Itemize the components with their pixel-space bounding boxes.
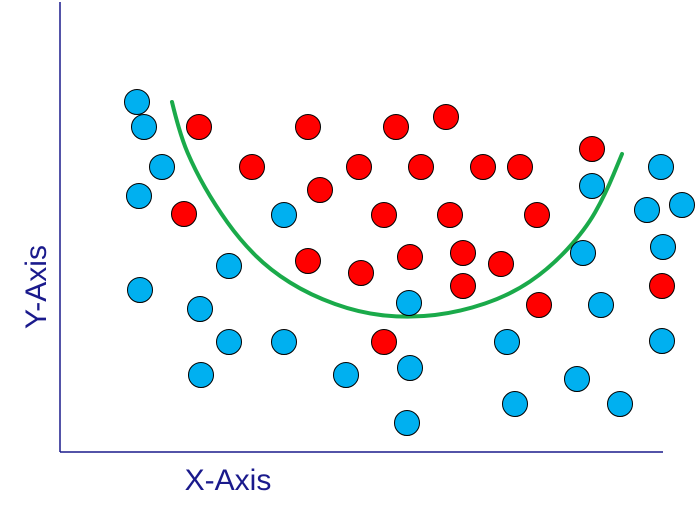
blue-data-point: [216, 329, 242, 355]
blue-data-point: [494, 329, 520, 355]
red-data-point: [450, 240, 476, 266]
blue-data-point: [271, 202, 297, 228]
blue-data-point: [564, 366, 590, 392]
blue-data-point: [333, 362, 359, 388]
blue-data-point: [126, 183, 152, 209]
red-data-point: [488, 251, 514, 277]
red-data-point: [346, 154, 372, 180]
blue-data-point: [397, 355, 423, 381]
red-data-point: [526, 292, 552, 318]
blue-data-point: [271, 329, 297, 355]
red-data-point: [186, 114, 212, 140]
blue-data-point: [570, 240, 596, 266]
red-data-point: [507, 154, 533, 180]
blue-data-point: [579, 173, 605, 199]
blue-data-point: [648, 154, 674, 180]
blue-data-point: [394, 410, 420, 436]
blue-data-point: [149, 154, 175, 180]
decision-boundary-layer: [170, 100, 624, 319]
red-data-point: [307, 177, 333, 203]
blue-data-point: [650, 234, 676, 260]
red-data-point: [450, 273, 476, 299]
red-data-point: [437, 202, 463, 228]
x-axis-label: X-Axis: [185, 464, 272, 497]
blue-data-point: [634, 197, 660, 223]
blue-data-point: [188, 362, 214, 388]
red-data-point: [348, 260, 374, 286]
red-data-point: [408, 154, 434, 180]
blue-data-point: [588, 292, 614, 318]
data-points-layer: [124, 89, 695, 436]
red-data-point: [295, 248, 321, 274]
blue-data-point: [124, 89, 150, 115]
red-data-point: [371, 202, 397, 228]
red-data-point: [171, 201, 197, 227]
blue-data-point: [396, 290, 422, 316]
red-data-point: [295, 114, 321, 140]
blue-data-point: [607, 391, 633, 417]
red-data-point: [524, 202, 550, 228]
blue-data-point: [649, 328, 675, 354]
red-data-point: [371, 329, 397, 355]
boundary-curve: [170, 100, 624, 319]
blue-data-point: [502, 391, 528, 417]
red-data-point: [239, 154, 265, 180]
blue-data-point: [669, 192, 695, 218]
red-data-point: [649, 273, 675, 299]
blue-data-point: [216, 253, 242, 279]
y-axis-label: Y-Axis: [20, 245, 53, 329]
blue-data-point: [131, 114, 157, 140]
blue-data-point: [127, 277, 153, 303]
red-data-point: [383, 114, 409, 140]
red-data-point: [433, 104, 459, 130]
red-data-point: [470, 154, 496, 180]
blue-data-point: [187, 296, 213, 322]
red-data-point: [397, 244, 423, 270]
red-data-point: [579, 136, 605, 162]
